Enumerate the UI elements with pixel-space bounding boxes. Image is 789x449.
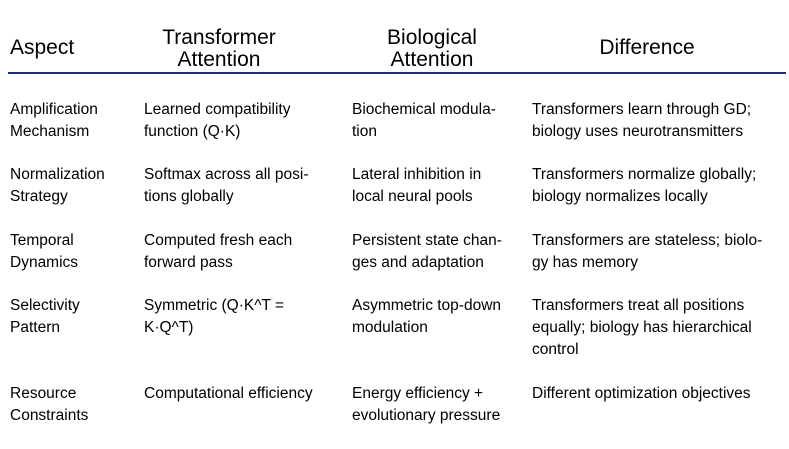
cell-line: Transformers are stateless; biolo- <box>532 232 763 249</box>
row-amplification-difference: Transformers learn through GD; biology u… <box>532 99 751 143</box>
cell-line: Normalization <box>10 166 105 183</box>
header-aspect: Aspect <box>10 37 74 59</box>
row-normalization-aspect: Normalization Strategy <box>10 164 105 208</box>
row-temporal-biological: Persistent state chan- ges and adaptatio… <box>352 230 502 274</box>
cell-line: modulation <box>352 319 428 336</box>
cell-line: Softmax across all posi- <box>144 166 309 183</box>
row-normalization-difference: Transformers normalize globally; biology… <box>532 164 756 208</box>
row-amplification-aspect: Amplification Mechanism <box>10 99 98 143</box>
cell-line: Transformers treat all positions <box>532 297 745 314</box>
header-divider-rule <box>8 72 786 74</box>
row-selectivity-transformer: Symmetric (Q·K^T = K·Q^T) <box>144 295 284 339</box>
cell-line: Biochemical modula- <box>352 101 496 118</box>
cell-line: control <box>532 341 579 358</box>
cell-line: K·Q^T) <box>144 319 194 336</box>
cell-line: equally; biology has hierarchical <box>532 319 752 336</box>
cell-line: Symmetric (Q·K^T = <box>144 297 285 314</box>
cell-line: Learned compatibility <box>144 101 291 118</box>
cell-line: local neural pools <box>352 188 473 205</box>
cell-line: Strategy <box>10 188 68 205</box>
cell-line: Temporal <box>10 232 74 249</box>
row-amplification-transformer: Learned compatibility function (Q·K) <box>144 99 290 143</box>
row-resource-aspect: Resource Constraints <box>10 383 88 427</box>
row-temporal-transformer: Computed fresh each forward pass <box>144 230 292 274</box>
cell-line: forward pass <box>144 254 233 271</box>
cell-line: ges and adaptation <box>352 254 484 271</box>
cell-line: function (Q·K) <box>144 123 241 140</box>
header-biological-line-2: Attention <box>390 48 474 71</box>
cell-line: gy has memory <box>532 254 638 271</box>
cell-line: Transformers learn through GD; <box>532 101 752 118</box>
cell-line: Constraints <box>10 407 89 424</box>
cell-line: biology normalizes locally <box>532 188 708 205</box>
cell-line: Different optimization objectives <box>532 385 751 402</box>
cell-line: Pattern <box>10 319 60 336</box>
row-resource-difference: Different optimization objectives <box>532 383 751 405</box>
cell-line: tions globally <box>144 188 234 205</box>
cell-line: Mechanism <box>10 123 90 140</box>
cell-line: Lateral inhibition in <box>352 166 482 183</box>
header-transformer-line-2: Attention <box>177 48 261 71</box>
cell-line: tion <box>352 123 377 140</box>
header-transformer-attention: Transformer Attention <box>142 27 296 71</box>
cell-line: Resource <box>10 385 77 402</box>
row-temporal-difference: Transformers are stateless; biolo- gy ha… <box>532 230 762 274</box>
cell-line: Computed fresh each <box>144 232 293 249</box>
row-resource-transformer: Computational efficiency <box>144 383 313 405</box>
row-selectivity-aspect: Selectivity Pattern <box>10 295 80 339</box>
cell-line: Transformers normalize globally; <box>532 166 757 183</box>
row-selectivity-biological: Asymmetric top-down modulation <box>352 295 501 339</box>
header-biological-attention: Biological Attention <box>360 27 504 71</box>
row-temporal-aspect: Temporal Dynamics <box>10 230 78 274</box>
header-aspect-line: Aspect <box>10 36 75 59</box>
header-difference-line: Difference <box>599 36 695 59</box>
cell-line: Asymmetric top-down <box>352 297 502 314</box>
cell-line: Amplification <box>10 101 98 118</box>
cell-line: Computational efficiency <box>144 385 313 402</box>
header-biological-line-1: Biological <box>387 26 477 49</box>
row-resource-biological: Energy efficiency + evolutionary pressur… <box>352 383 500 427</box>
row-normalization-biological: Lateral inhibition in local neural pools <box>352 164 481 208</box>
row-amplification-biological: Biochemical modula- tion <box>352 99 496 143</box>
cell-line: Dynamics <box>10 254 79 271</box>
cell-line: Selectivity <box>10 297 80 314</box>
cell-line: evolutionary pressure <box>352 407 501 424</box>
cell-line: biology uses neurotransmitters <box>532 123 744 140</box>
row-selectivity-difference: Transformers treat all positions equally… <box>532 295 752 361</box>
header-difference: Difference <box>575 37 719 59</box>
cell-line: Persistent state chan- <box>352 232 502 249</box>
row-normalization-transformer: Softmax across all posi- tions globally <box>144 164 309 208</box>
header-transformer-line-1: Transformer <box>162 26 276 49</box>
cell-line: Energy efficiency + <box>352 385 484 402</box>
